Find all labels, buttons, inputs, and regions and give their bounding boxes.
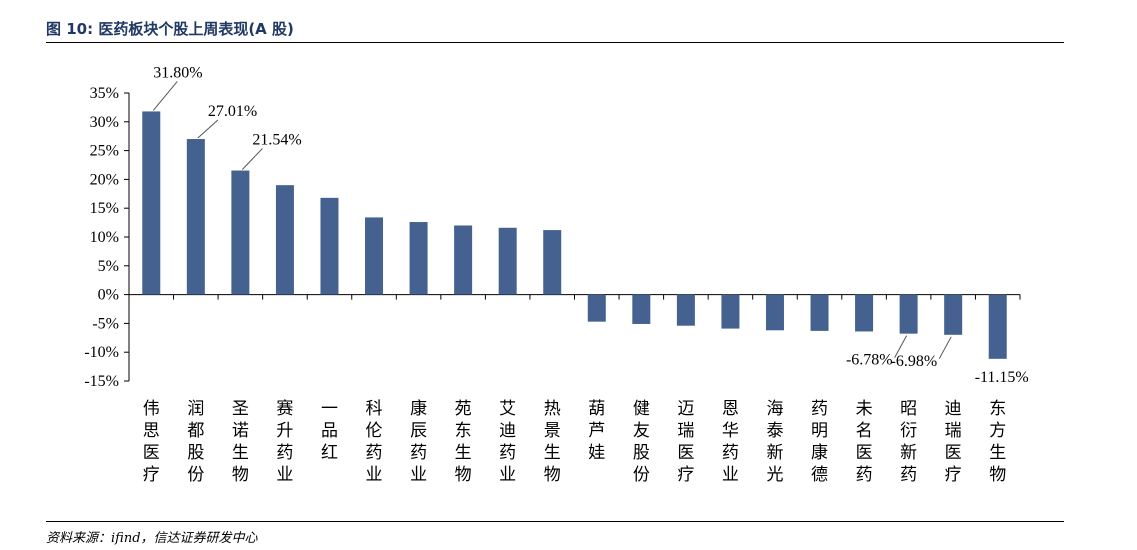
category-label: 润都股份 [187,399,204,485]
bar [320,197,339,295]
y-tick-label: -15% [84,373,119,390]
bar [365,217,384,295]
category-label: 迈瑞医疗 [677,399,694,485]
bar [587,294,606,322]
y-tick-label: 20% [90,171,119,188]
bar [988,294,1007,359]
leader-line [152,81,178,111]
bar [810,294,829,331]
category-label: 热景生物 [544,399,561,485]
title-rule [46,42,1064,43]
bar [454,225,473,295]
bar [855,294,874,332]
data-label: 27.01% [208,103,257,120]
bar [409,222,428,295]
bar [632,294,651,324]
data-label: 31.80% [153,64,202,81]
leader-line [197,119,219,139]
category-label: 未名医药 [856,399,873,485]
data-label: 21.54% [252,132,301,149]
y-tick-label: 25% [90,143,119,160]
category-label: 康辰药业 [410,399,427,485]
leader-line [894,335,908,358]
bar [765,294,784,331]
y-tick-label: 0% [98,287,119,304]
leader-line [938,336,952,360]
y-tick-label: 30% [90,114,119,131]
y-tick-label: -10% [84,344,119,361]
category-label: 海泰新光 [766,399,783,485]
bar [899,294,918,334]
bar [275,185,294,295]
bar [231,170,250,295]
y-tick-label: 15% [90,200,119,217]
category-label: 昭衍新药 [900,399,917,485]
category-label: 迪瑞医疗 [945,399,962,485]
data-label-layer: 31.80% 27.01% 21.54% -6.78%-6.98% -11.15% [152,64,1029,386]
bar [944,294,963,335]
y-tick-label: 10% [90,229,119,246]
category-label: 苑东生物 [455,399,472,485]
category-label: 圣诺生物 [232,399,249,485]
category-label: 葫芦娃 [588,399,605,463]
category-label: 科伦药业 [366,399,383,485]
bar [543,230,562,295]
data-label: -6.98% [891,353,938,370]
category-label: 健友股份 [633,399,650,485]
bar [186,139,205,295]
category-label: 药明康德 [811,399,828,485]
category-label: 伟思医疗 [143,399,160,485]
category-label: 赛升药业 [276,398,293,485]
y-tick-label: 5% [98,258,119,275]
category-label: 东方生物 [989,399,1006,485]
category-label: 艾迪药业 [499,399,516,485]
data-label: -11.15% [975,369,1029,386]
figure-title: 图 10: 医药板块个股上周表现(A 股) [46,20,294,38]
y-tick-label: -5% [92,315,119,332]
bar [676,294,695,326]
bar [721,294,740,329]
category-label: 恩华药业 [722,399,739,485]
y-tick-label: 35% [90,85,119,102]
category-label: 一品红 [321,399,338,463]
category-label-layer: 伟思医疗 润都股份 圣诺生物 赛升药业 一品红 科伦药业 康辰药业 苑东生物 艾迪药业 热景生物 葫… [143,398,1006,485]
data-label: -6.78% [846,352,893,369]
bar-layer [142,111,1007,359]
bar [498,227,517,295]
source-note: 资料来源：ifind，信达证券研发中心 [46,531,258,546]
leader-line [242,148,263,170]
source-rule [46,521,1064,522]
bar [142,111,161,295]
